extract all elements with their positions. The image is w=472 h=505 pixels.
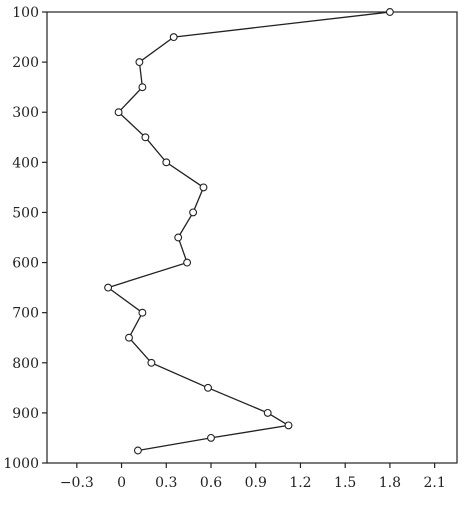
data-point	[141, 133, 150, 142]
data-point	[183, 258, 192, 267]
data-point	[199, 183, 208, 192]
data-point	[125, 333, 133, 342]
x-tick-label: 0.6	[200, 475, 222, 491]
data-point	[385, 8, 394, 16]
data-point	[135, 58, 144, 67]
y-tick-label: 1000	[3, 456, 39, 472]
data-point	[162, 158, 171, 167]
y-tick-label: 400	[12, 155, 39, 171]
x-tick-label: −0.3	[60, 475, 94, 491]
data-point	[114, 108, 123, 117]
data-point	[104, 283, 113, 292]
x-tick-label: 1.8	[379, 475, 401, 491]
y-tick-label: 200	[12, 55, 39, 71]
y-tick-label: 700	[12, 306, 39, 322]
y-tick-label: 100	[12, 5, 39, 21]
x-tick-label: 1.5	[334, 475, 356, 491]
x-tick-label: 0	[117, 475, 126, 491]
data-point	[133, 446, 142, 455]
y-tick-label: 500	[12, 205, 39, 221]
x-tick-label: 2.1	[424, 475, 446, 491]
data-point	[284, 421, 293, 430]
x-tick-label: 1.2	[289, 475, 311, 491]
y-tick-label: 600	[12, 256, 39, 272]
x-tick-label: 0.3	[155, 475, 177, 491]
plot-frame	[46, 11, 458, 464]
y-tick-label: 300	[12, 105, 39, 121]
series-line	[106, 11, 390, 452]
data-point	[174, 233, 183, 242]
x-axis: −0.3 0 0.3 0.6 0.9 1.2 1.5 1.8 2.1	[60, 463, 446, 491]
y-tick-label: 800	[12, 356, 39, 372]
data-series	[104, 8, 394, 455]
data-point	[204, 383, 212, 392]
data-point	[189, 208, 198, 217]
data-point	[138, 83, 147, 92]
data-point	[169, 33, 178, 42]
data-point	[263, 408, 272, 417]
data-point	[207, 433, 215, 442]
y-tick-label: 900	[12, 406, 39, 422]
data-point	[138, 308, 147, 317]
x-tick-label: 0.9	[245, 475, 267, 491]
data-point	[147, 358, 156, 367]
y-axis: 100 200 300 400 500 600 700 800 900 1000	[3, 5, 47, 472]
